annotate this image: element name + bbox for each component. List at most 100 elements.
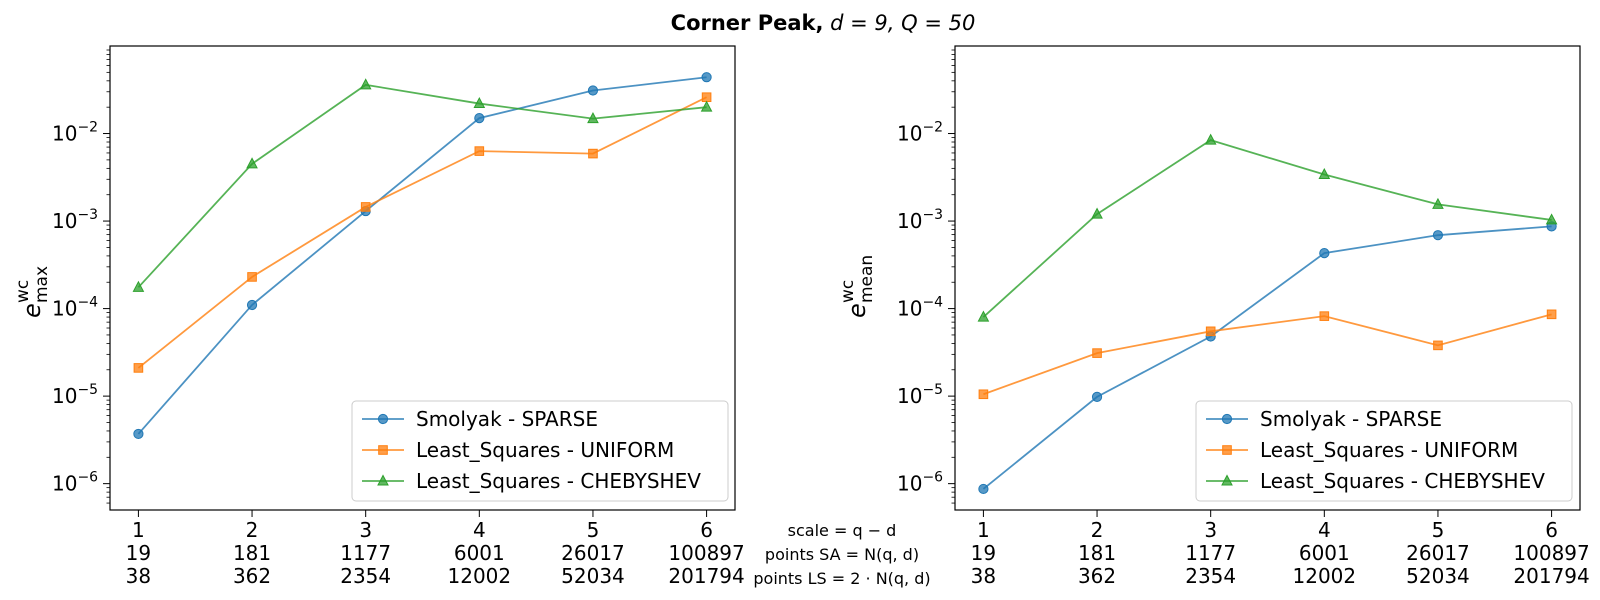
y-axis-label: ewc max [13,266,52,318]
legend-marker-sparse [377,413,389,425]
x-tick-label-points-ls: 2354 [340,564,391,588]
x-tick-label-scale: 1 [977,518,990,542]
x-tick-label-points-sa: 26017 [1406,541,1470,565]
figure-title: Corner Peak, d = 9, Q = 50 [671,11,976,35]
data-point-chebyshev [359,78,372,90]
x-tick-label-scale: 3 [359,518,372,542]
y-tick-label: 10−6 [52,470,98,496]
x-tick-label-points-sa: 19 [126,541,151,565]
x-tick-label-scale: 3 [1204,518,1217,542]
x-tick-label-points-ls: 201794 [668,564,744,588]
data-point-sparse [133,428,144,440]
series-line-uniform [983,313,1552,396]
x-tick-label-scale: 6 [1545,518,1558,542]
y-tick-exponent: −4 [77,295,98,311]
data-point-chebyshev [473,96,486,109]
y-tick-mantissa: 10 [52,297,77,321]
x-tick-label-points-ls: 12002 [448,564,512,588]
data-point-chebyshev [132,280,145,292]
series-line-chebyshev [137,83,707,288]
legend-marker-chebyshev [1221,474,1233,486]
x-tick-label-points-ls: 2354 [1185,564,1236,588]
x-tick-label-points-ls: 38 [971,564,996,588]
data-point-sparse [1091,391,1103,402]
y-tick-mantissa: 10 [52,472,77,496]
x-tick-label-scale: 1 [132,518,145,542]
x-tick-label-points-ls: 12002 [1293,564,1357,588]
x-tick-label-scale: 6 [700,518,713,542]
legend-marker-uniform [1222,445,1232,455]
legend-label-uniform: Least_Squares - UNIFORM [1260,438,1518,462]
figure-title-params: d = 9, Q = 50 [830,11,975,35]
data-point-uniform [1546,309,1557,320]
x-info-points-ls: points LS = 2 · N(q, d) [753,569,930,588]
y-tick-mantissa: 10 [897,472,922,496]
data-point-chebyshev [700,100,713,112]
series-line-chebyshev [982,139,1552,318]
x-tick-label-points-ls: 52034 [561,564,625,588]
legend-marker-uniform [378,445,388,455]
y-tick-mantissa: 10 [52,209,77,233]
y-axis-label-sup: wc [13,280,33,303]
y-tick-exponent: −2 [77,120,98,136]
x-tick-label-points-sa: 1177 [340,541,391,565]
data-point-chebyshev [977,310,990,322]
data-point-chebyshev [246,157,258,169]
x-tick-label-points-sa: 6001 [1299,541,1350,565]
figure-title-bold: Corner Peak, [671,11,824,35]
x-tick-label-points-sa: 181 [1078,541,1116,565]
legend-label-chebyshev: Least_Squares - CHEBYSHEV [1260,469,1545,493]
data-point-uniform [360,202,371,212]
x-tick-label-points-sa: 6001 [454,541,505,565]
y-tick-label: 10−4 [897,295,943,321]
y-axis-label-sub: max [32,266,52,303]
x-tick-label-scale: 5 [587,518,600,542]
legend-box [351,400,729,502]
plot-frame [109,45,736,511]
y-tick-label: 10−2 [52,120,98,146]
legend-label-sparse: Smolyak - SPARSE [1260,407,1442,431]
x-info-scale: scale = q − d [788,521,897,540]
y-tick-label: 10−2 [897,120,943,146]
y-tick-exponent: −6 [77,470,98,486]
data-point-uniform [588,148,598,159]
y-tick-exponent: −4 [922,295,943,311]
y-tick-mantissa: 10 [897,384,922,408]
y-tick-label: 10−3 [897,207,943,233]
y-axis-label: ewc mean [838,255,877,318]
x-tick-label-points-ls: 201794 [1513,564,1589,588]
y-tick-label: 10−3 [52,207,98,233]
x-tick-label-points-ls: 52034 [1406,564,1470,588]
x-tick-label-points-sa: 1177 [1185,541,1236,565]
x-tick-label-points-sa: 181 [233,541,271,565]
data-point-sparse [1319,248,1330,259]
data-point-sparse [474,113,485,124]
legend-label-chebyshev: Least_Squares - CHEBYSHEV [416,469,701,493]
data-point-uniform [1092,348,1102,358]
x-tick-label-points-sa: 100897 [668,541,744,565]
data-point-uniform [474,146,485,156]
y-tick-label: 10−6 [897,470,943,496]
x-tick-label-scale: 2 [1091,518,1104,542]
x-tick-label-scale: 2 [246,518,259,542]
y-tick-mantissa: 10 [52,122,77,146]
y-tick-label: 10−5 [897,382,943,408]
y-tick-exponent: −3 [922,207,943,223]
y-tick-exponent: −5 [77,382,98,398]
y-tick-exponent: −2 [922,120,943,136]
data-point-chebyshev [1545,213,1558,225]
data-point-uniform [1205,326,1216,337]
x-tick-label-points-sa: 19 [971,541,996,565]
data-point-sparse [978,483,989,495]
x-tick-label-points-sa: 100897 [1513,541,1589,565]
x-tick-label-points-ls: 362 [1078,564,1116,588]
legend-label-sparse: Smolyak - SPARSE [416,407,598,431]
y-tick-mantissa: 10 [897,209,922,233]
data-point-chebyshev [1432,197,1444,209]
data-point-chebyshev [1318,167,1331,180]
data-point-sparse [246,299,258,311]
x-tick-label-scale: 5 [1432,518,1445,542]
data-point-uniform [1319,311,1330,321]
